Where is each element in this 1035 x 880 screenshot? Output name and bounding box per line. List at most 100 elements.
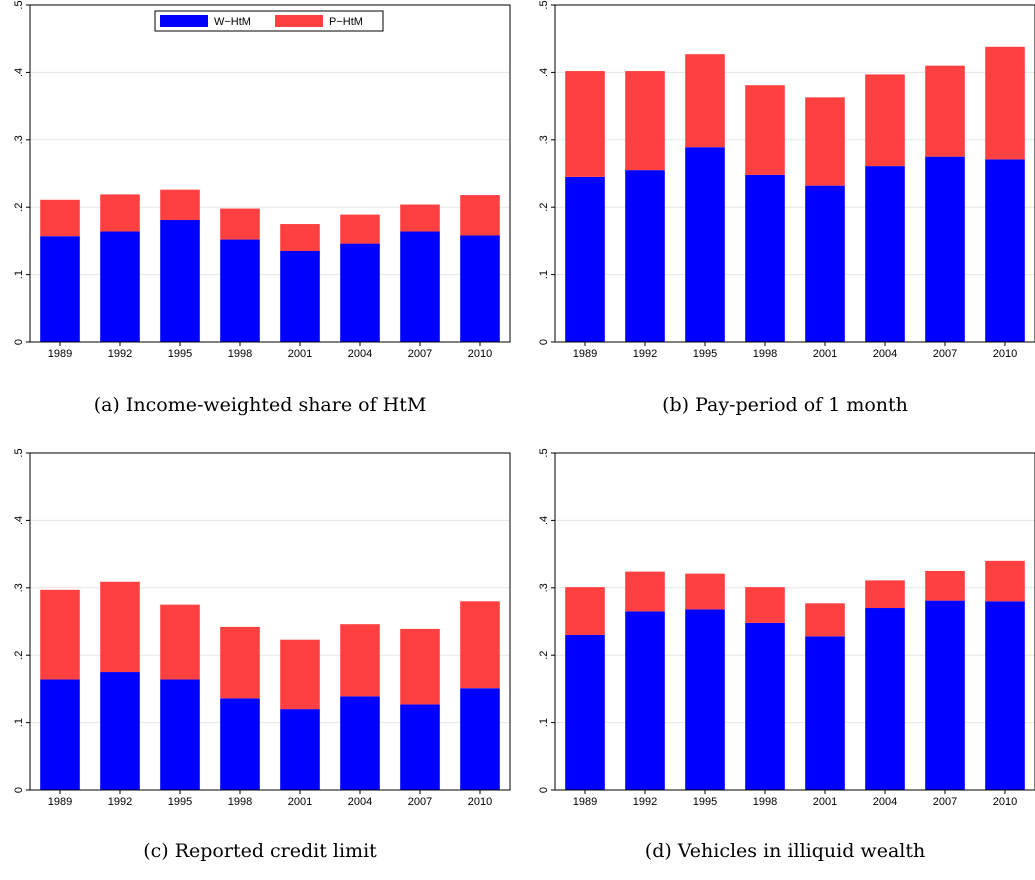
x-tick-label: 1995	[168, 796, 192, 808]
x-tick-label: 2010	[468, 348, 492, 360]
bar-p-htm	[985, 560, 1025, 602]
bar-p-htm	[625, 571, 665, 612]
y-tick-label: .5	[538, 0, 550, 9]
x-tick-label: 2007	[408, 348, 432, 360]
x-tick-label: 1995	[693, 796, 717, 808]
bar-p-htm	[805, 603, 845, 637]
plot-frame	[29, 452, 511, 791]
bar-p-htm	[340, 624, 380, 697]
bar-w-htm	[565, 176, 605, 342]
y-tick-label: .1	[538, 270, 550, 279]
bar-p-htm	[40, 199, 80, 237]
bar-p-htm	[340, 214, 380, 244]
bar-p-htm	[805, 97, 845, 186]
x-tick-label: 1989	[573, 348, 597, 360]
x-tick-label: 1992	[108, 796, 132, 808]
bar-w-htm	[280, 251, 320, 342]
x-tick-label: 1995	[168, 348, 192, 360]
bar-p-htm	[865, 74, 905, 167]
bar-p-htm	[745, 587, 785, 623]
y-tick-label: .4	[13, 68, 25, 77]
bar-p-htm	[685, 54, 725, 148]
bar-p-htm	[565, 587, 605, 635]
plot-frame	[554, 4, 1035, 343]
x-tick-label: 2010	[468, 796, 492, 808]
bar-p-htm	[160, 189, 200, 221]
x-tick-label: 2001	[813, 796, 837, 808]
legend-label-p-htm: P−HtM	[329, 16, 363, 28]
bar-p-htm	[460, 601, 500, 689]
chart-credit-limit: 0 .1 .2 .3 .4 .5 1989 1992 1995 1998 2001 2004 2007 2…	[13, 448, 511, 808]
bar-w-htm	[220, 239, 260, 342]
y-tick-label: .2	[538, 651, 550, 660]
x-tick-label: 2004	[873, 796, 897, 808]
y-tick-label: .1	[538, 718, 550, 727]
bar-w-htm	[625, 611, 665, 790]
bar-w-htm	[745, 174, 785, 342]
x-tick-label: 2007	[933, 796, 957, 808]
chart-pay-period: 0 .1 .2 .3 .4 .5 1989 1992 1995 1998 2001 2004 2007 2…	[538, 0, 1035, 360]
bar-w-htm	[160, 220, 200, 342]
y-tick-label: 0	[538, 339, 550, 345]
bar-w-htm	[805, 185, 845, 342]
bar-w-htm	[925, 600, 965, 790]
bar-p-htm	[280, 224, 320, 252]
bar-p-htm	[40, 589, 80, 680]
bar-w-htm	[340, 243, 380, 342]
bar-w-htm	[745, 622, 785, 790]
y-tick-label: .2	[13, 203, 25, 212]
plot-frame	[554, 452, 1035, 791]
bar-w-htm	[865, 166, 905, 342]
x-tick-label: 2001	[288, 348, 312, 360]
x-tick-label: 1989	[48, 796, 72, 808]
x-tick-label: 1989	[48, 348, 72, 360]
bar-w-htm	[460, 688, 500, 790]
y-tick-label: .1	[13, 718, 25, 727]
y-tick-label: .3	[13, 135, 25, 144]
bar-w-htm	[100, 231, 140, 342]
bar-p-htm	[925, 65, 965, 157]
x-tick-label: 2004	[348, 796, 372, 808]
bar-w-htm	[685, 147, 725, 342]
bar-w-htm	[220, 698, 260, 790]
x-tick-label: 1992	[633, 796, 657, 808]
bar-p-htm	[100, 194, 140, 232]
bar-w-htm	[985, 159, 1025, 342]
x-tick-label: 1995	[693, 348, 717, 360]
bar-p-htm	[625, 71, 665, 171]
y-tick-label: 0	[538, 787, 550, 793]
bar-p-htm	[985, 46, 1025, 160]
bar-w-htm	[625, 170, 665, 342]
bar-w-htm	[340, 696, 380, 790]
bar-p-htm	[280, 639, 320, 710]
bar-p-htm	[925, 570, 965, 601]
y-tick-label: .4	[538, 516, 550, 525]
caption-c: (c) Reported credit limit	[143, 840, 377, 862]
chart-income-weighted: 0 .1 .2 .3 .4 .5 1989 1992 1995 1998 2001 2004 2007 2…	[13, 0, 511, 360]
x-tick-label: 1998	[753, 796, 777, 808]
bar-p-htm	[220, 626, 260, 699]
bar-p-htm	[100, 581, 140, 673]
bar-w-htm	[400, 704, 440, 790]
bar-w-htm	[40, 236, 80, 342]
bar-w-htm	[160, 679, 200, 790]
plot-frame	[29, 4, 511, 343]
bar-p-htm	[400, 204, 440, 232]
y-tick-label: .1	[13, 270, 25, 279]
x-tick-label: 2004	[348, 348, 372, 360]
x-tick-label: 2004	[873, 348, 897, 360]
y-tick-label: .5	[13, 448, 25, 457]
bar-w-htm	[280, 709, 320, 790]
bar-w-htm	[985, 601, 1025, 790]
legend-box	[154, 10, 384, 32]
bar-w-htm	[40, 679, 80, 790]
bar-w-htm	[400, 231, 440, 342]
bar-p-htm	[745, 85, 785, 175]
bar-p-htm	[160, 604, 200, 680]
bar-w-htm	[925, 156, 965, 342]
bar-w-htm	[460, 235, 500, 342]
x-tick-label: 2007	[408, 796, 432, 808]
y-tick-label: .3	[538, 583, 550, 592]
bar-w-htm	[100, 672, 140, 790]
legend-label-w-htm: W−HtM	[214, 16, 251, 28]
